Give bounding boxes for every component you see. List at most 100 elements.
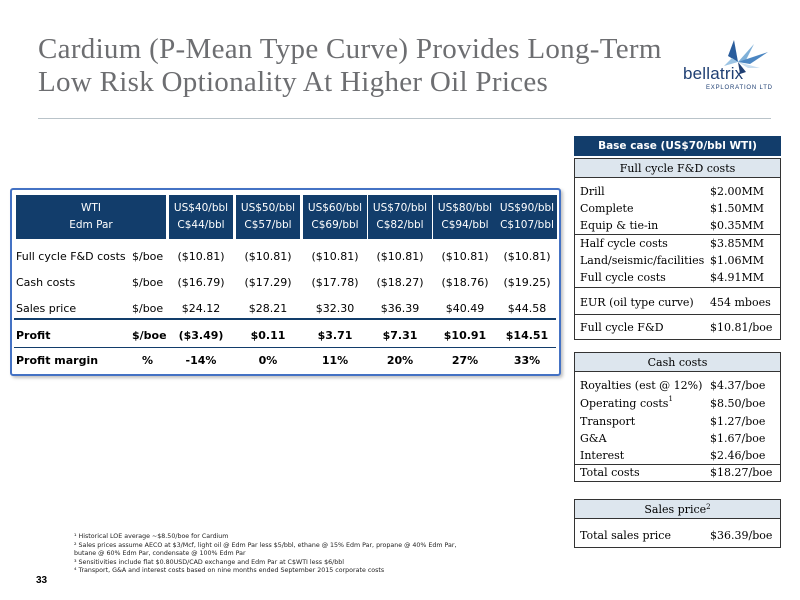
header-usd-price: US$80/bbl (437, 202, 493, 214)
fd-row-label: Equip & tie-in (580, 219, 659, 232)
table-cell: $24.12 (181, 302, 221, 315)
panel-divider (575, 314, 780, 315)
fd-row-label: Half cycle costs (580, 237, 668, 250)
row-label-profit: Profit (16, 329, 51, 342)
row-unit: $/boe (132, 329, 167, 342)
footnote-marker: 2 (706, 503, 711, 511)
header-edm-par-label: Edm Par (69, 219, 113, 231)
table-cell: $28.21 (248, 302, 288, 315)
row-label-fd-costs: Full cycle F&D costs (16, 250, 126, 263)
header-cad-price: C$57/bbl (244, 219, 292, 231)
row-unit: $/boe (132, 276, 164, 289)
cash-row-value: $1.67/boe (710, 432, 766, 445)
slide-title-line-1: Cardium (P-Mean Type Curve) Provides Lon… (38, 33, 662, 65)
table-cell: $44.58 (507, 302, 547, 315)
footnote: ² Sales prices assume AECO at $3/Mcf, li… (74, 541, 457, 549)
footnote: ¹ Historical LOE average ~$8.50/boe for … (74, 533, 229, 540)
table-cell: ($3.49) (178, 329, 224, 342)
base-case-heading: Base case (US$70/bbl WTI) (574, 136, 781, 156)
fd-row-label: Land/seismic/facilities (580, 254, 705, 267)
cash-row-value: $2.46/boe (710, 449, 766, 462)
cash-row-value: $4.37/boe (710, 379, 766, 392)
table-cell: ($18.76) (441, 276, 489, 289)
bellatrix-logo-icon (724, 40, 768, 74)
slide-title: Cardium (P-Mean Type Curve) Provides Lon… (38, 33, 678, 99)
cash-row-value: $18.27/boe (710, 466, 773, 479)
header-cad-price: C$82/bbl (376, 219, 424, 231)
cash-costs-panel (574, 352, 781, 482)
footnote-marker: 1 (668, 395, 673, 403)
header-usd-price: US$70/bbl (372, 202, 428, 214)
row-unit: % (142, 354, 154, 367)
table-header-col-5: US$80/bbl C$94/bbl (433, 195, 497, 239)
sales-price-subheading: Sales price2 (575, 500, 780, 519)
table-header-col-1: US$40/bbl C$44/bbl (169, 195, 233, 239)
table-cell: ($16.79) (177, 276, 225, 289)
table-cell: $40.49 (445, 302, 485, 315)
row-unit: $/boe (132, 250, 164, 263)
table-cell: ($10.81) (441, 250, 489, 263)
cash-row-label: G&A (580, 432, 607, 445)
table-cell: $0.11 (250, 329, 286, 342)
fd-row-value: $2.00MM (710, 185, 765, 198)
table-cell: $7.31 (382, 329, 418, 342)
operating-costs-label: Operating costs (580, 397, 669, 410)
table-cell: $32.30 (315, 302, 355, 315)
table-separator (14, 347, 556, 348)
table-header-col-4: US$70/bbl C$82/bbl (368, 195, 432, 239)
fd-row-value: $1.06MM (710, 254, 765, 267)
fd-row-value: 454 mboes (710, 296, 771, 309)
fd-row-value: $10.81/boe (710, 321, 773, 334)
footnotes: ¹ Historical LOE average ~$8.50/boe for … (74, 533, 524, 576)
slide-title-line-2: Low Risk Optionality At Higher Oil Price… (38, 66, 549, 98)
cash-row-label: Interest (580, 449, 625, 462)
row-unit: $/boe (132, 302, 164, 315)
cash-row-value: $1.27/boe (710, 415, 766, 428)
table-header-col-3: US$60/bbl C$69/bbl (303, 195, 367, 239)
sensitivity-table-frame (10, 188, 561, 376)
fd-costs-subheading: Full cycle F&D costs (575, 159, 780, 178)
cash-row-label: Royalties (est @ 12%) (580, 379, 703, 392)
table-cell: 11% (321, 354, 349, 367)
cash-costs-subheading: Cash costs (575, 353, 780, 372)
table-cell: ($17.29) (244, 276, 292, 289)
table-cell: ($10.81) (311, 250, 359, 263)
table-header-col-6: US$90/bbl C$107/bbl (497, 195, 557, 239)
table-cell: ($18.27) (376, 276, 424, 289)
panel-divider (575, 464, 780, 465)
fd-row-value: $3.85MM (710, 237, 765, 250)
table-cell: $10.91 (443, 329, 487, 342)
cash-row-label: Operating costs1 (580, 395, 673, 410)
table-separator (14, 318, 556, 320)
header-wti-label: WTI (81, 202, 101, 214)
table-header-wti: WTI Edm Par (16, 195, 166, 239)
fd-row-label: Complete (580, 202, 634, 215)
table-cell: ($19.25) (503, 276, 551, 289)
table-cell: $36.39 (380, 302, 420, 315)
header-usd-price: US$40/bbl (173, 202, 229, 214)
header-usd-price: US$50/bbl (240, 202, 296, 214)
table-cell: ($17.78) (311, 276, 359, 289)
fd-row-value: $4.91MM (710, 271, 765, 284)
fd-row-value: $1.50MM (710, 202, 765, 215)
logo-wordmark: bellatrix (683, 64, 744, 83)
fd-row-value: $0.35MM (710, 219, 765, 232)
footnote: ³ Sensitivities include flat $0.80USD/CA… (74, 558, 344, 566)
fd-costs-panel (574, 158, 781, 340)
row-label-profit-margin: Profit margin (16, 354, 99, 367)
table-cell: -14% (185, 354, 217, 367)
header-cad-price: C$44/bbl (177, 219, 225, 231)
page-number: 33 (36, 575, 48, 586)
fd-row-label: Full cycle F&D (580, 321, 664, 334)
header-usd-price: US$60/bbl (307, 202, 363, 214)
sales-row-value: $36.39/boe (710, 529, 773, 542)
header-usd-price: US$90/bbl (499, 202, 555, 214)
title-divider (38, 118, 771, 119)
cash-row-value: $8.50/boe (710, 397, 766, 410)
header-cad-price: C$69/bbl (311, 219, 359, 231)
logo-subtext: EXPLORATION LTD (706, 85, 773, 91)
fd-row-label: Full cycle costs (580, 271, 666, 284)
row-label-sales-price: Sales price (16, 302, 77, 315)
table-cell: $14.51 (505, 329, 549, 342)
footnote: ⁴ Transport, G&A and interest costs base… (74, 567, 385, 575)
